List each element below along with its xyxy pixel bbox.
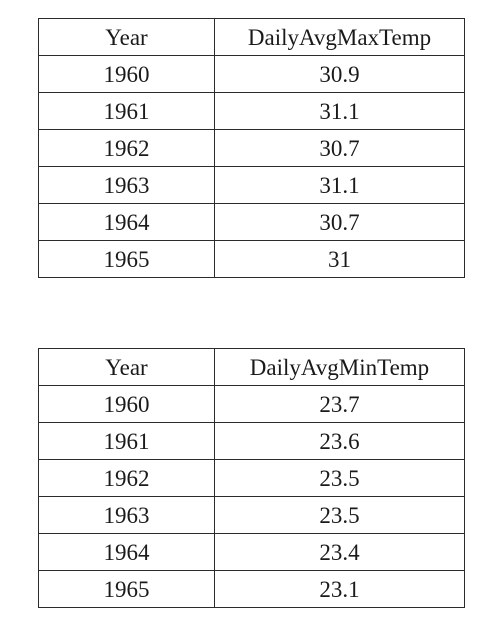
year-cell: 1963 (38, 496, 215, 534)
table-row: 1963 31.1 (38, 166, 465, 204)
table-row: 1961 31.1 (38, 92, 465, 130)
table-row: 1960 30.9 (38, 55, 465, 93)
year-cell: 1960 (38, 55, 215, 93)
table-row: 1964 30.7 (38, 203, 465, 241)
year-cell: 1964 (38, 533, 215, 571)
year-cell: 1962 (38, 129, 215, 167)
table-row: 1963 23.5 (38, 496, 465, 534)
column-header-min-temp: DailyAvgMinTemp (214, 348, 465, 386)
max-temp-cell: 30.7 (214, 203, 465, 241)
max-temp-cell: 30.7 (214, 129, 465, 167)
max-temp-cell: 31.1 (214, 166, 465, 204)
table-row: 1960 23.7 (38, 385, 465, 423)
column-header-year: Year (38, 348, 215, 386)
year-cell: 1960 (38, 385, 215, 423)
max-temp-table: Year DailyAvgMaxTemp 1960 30.9 1961 31.1… (38, 18, 465, 278)
table-row: 1962 30.7 (38, 129, 465, 167)
min-temp-cell: 23.5 (214, 496, 465, 534)
header-row: Year DailyAvgMaxTemp (38, 18, 465, 56)
year-cell: 1961 (38, 92, 215, 130)
min-temp-table: Year DailyAvgMinTemp 1960 23.7 1961 23.6… (38, 348, 465, 608)
year-cell: 1965 (38, 240, 215, 278)
min-temp-cell: 23.7 (214, 385, 465, 423)
min-temp-cell: 23.6 (214, 422, 465, 460)
year-cell: 1964 (38, 203, 215, 241)
year-cell: 1961 (38, 422, 215, 460)
table-row: 1964 23.4 (38, 533, 465, 571)
min-temp-cell: 23.1 (214, 570, 465, 608)
max-temp-cell: 30.9 (214, 55, 465, 93)
table-row: 1965 23.1 (38, 570, 465, 608)
year-cell: 1962 (38, 459, 215, 497)
min-temp-cell: 23.4 (214, 533, 465, 571)
min-temp-cell: 23.5 (214, 459, 465, 497)
header-row: Year DailyAvgMinTemp (38, 348, 465, 386)
max-temp-cell: 31.1 (214, 92, 465, 130)
column-header-year: Year (38, 18, 215, 56)
year-cell: 1965 (38, 570, 215, 608)
column-header-max-temp: DailyAvgMaxTemp (214, 18, 465, 56)
table-row: 1961 23.6 (38, 422, 465, 460)
max-temp-cell: 31 (214, 240, 465, 278)
table-row: 1962 23.5 (38, 459, 465, 497)
table-row: 1965 31 (38, 240, 465, 278)
year-cell: 1963 (38, 166, 215, 204)
